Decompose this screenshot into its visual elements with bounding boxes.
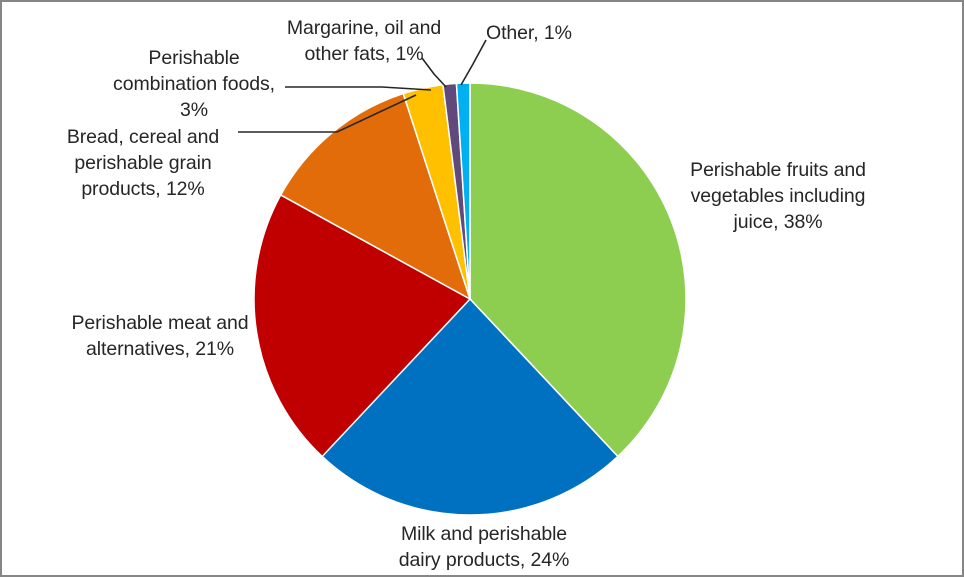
pie-label-perishable-fruits-and-vegetables: Perishable fruits and vegetables includi…: [690, 159, 866, 233]
pie-slice[interactable]: [253, 193, 472, 458]
pie-label-bread-cereal-grain: Bread, cereal and perishable grain produ…: [66, 126, 220, 200]
pie-slice-group: [253, 82, 687, 516]
leader-line-combination-foods: [285, 86, 432, 91]
pie-label-combination-foods: Perishable combination foods, 3%: [113, 47, 275, 121]
pie-slice[interactable]: [469, 82, 687, 458]
pie-slice[interactable]: [321, 297, 619, 516]
pie-label-meat-and-alternatives: Perishable meat and alternatives, 21%: [71, 312, 249, 360]
pie-label-other: Other, 1%: [486, 22, 572, 44]
pie-label-margarine-oil-fats: Margarine, oil and other fats, 1%: [286, 17, 442, 65]
leader-line-margarine: [421, 57, 447, 88]
pie-label-milk-and-dairy: Milk and perishable dairy products, 24%: [398, 523, 570, 571]
pie-slice[interactable]: [455, 82, 471, 300]
leader-line-group: [238, 39, 487, 133]
leader-line-bread: [238, 94, 417, 133]
leader-line-other: [460, 39, 487, 86]
